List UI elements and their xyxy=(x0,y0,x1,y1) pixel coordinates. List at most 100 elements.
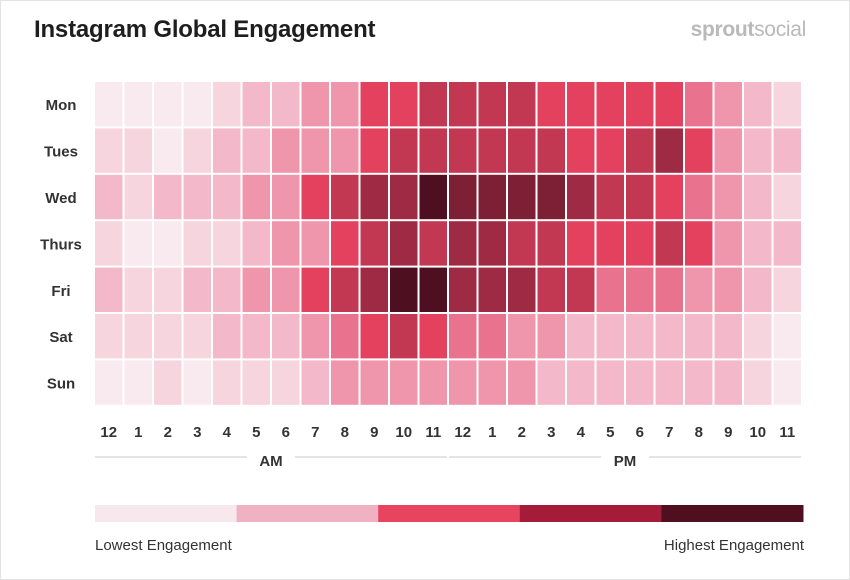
column-label-22: 10 xyxy=(749,424,766,441)
heatmap-cell-thurs-4 xyxy=(213,221,241,266)
heatmap-cell-fri-9 xyxy=(360,267,388,312)
heatmap-cell-mon-17 xyxy=(596,82,624,127)
heatmap-cell-thurs-3 xyxy=(183,221,211,266)
heatmap-cell-fri-6 xyxy=(272,267,300,312)
heatmap-cell-mon-3 xyxy=(183,82,211,127)
heatmap-cell-thurs-8 xyxy=(331,221,359,266)
heatmap-cell-sun-19 xyxy=(655,360,683,405)
heatmap-cell-mon-2 xyxy=(154,82,182,127)
column-label-11: 11 xyxy=(425,424,441,441)
column-label-23: 11 xyxy=(779,424,795,441)
heatmap-cell-sat-0 xyxy=(95,314,123,359)
column-label-2: 2 xyxy=(164,424,172,441)
heatmap-cell-mon-5 xyxy=(242,82,270,127)
heatmap-cell-mon-10 xyxy=(390,82,418,127)
heatmap-cell-thurs-17 xyxy=(596,221,624,266)
heatmap-cell-sat-21 xyxy=(714,314,742,359)
heatmap-cell-tues-23 xyxy=(773,128,801,173)
group-label-pm: PM xyxy=(614,453,637,470)
heatmap-cell-mon-21 xyxy=(714,82,742,127)
heatmap-cell-thurs-22 xyxy=(744,221,772,266)
group-label-am: AM xyxy=(259,453,282,470)
heatmap-cell-thurs-16 xyxy=(567,221,595,266)
column-label-8: 8 xyxy=(341,424,349,441)
heatmap-cell-fri-20 xyxy=(685,267,713,312)
row-label-thurs: Thurs xyxy=(40,236,82,253)
heatmap-cell-sun-5 xyxy=(242,360,270,405)
row-label-sat: Sat xyxy=(49,329,72,346)
legend-max-label: Highest Engagement xyxy=(663,537,804,554)
heatmap-cell-tues-14 xyxy=(508,128,536,173)
column-label-1: 1 xyxy=(134,424,142,441)
heatmap-cell-wed-21 xyxy=(714,174,742,220)
row-label-mon: Mon xyxy=(46,97,77,114)
heatmap-cell-sat-15 xyxy=(537,314,565,359)
column-label-6: 6 xyxy=(282,424,290,441)
column-label-13: 1 xyxy=(488,424,496,441)
heatmap-cell-tues-9 xyxy=(360,128,388,173)
heatmap-cell-fri-8 xyxy=(331,267,359,312)
column-label-15: 3 xyxy=(547,424,555,441)
heatmap-cell-mon-6 xyxy=(272,82,300,127)
heatmap-cell-sun-9 xyxy=(360,360,388,405)
heatmap-cell-sat-5 xyxy=(242,314,270,359)
heatmap-cell-tues-0 xyxy=(95,128,123,173)
heatmap-cell-thurs-10 xyxy=(390,221,418,266)
heatmap-cell-tues-15 xyxy=(537,128,565,173)
chart-title: Instagram Global Engagement xyxy=(34,16,376,43)
heatmap-cell-wed-3 xyxy=(183,174,211,220)
heatmap-cell-mon-11 xyxy=(419,82,447,127)
column-label-17: 5 xyxy=(606,424,614,441)
heatmap-cell-sun-17 xyxy=(596,360,624,405)
legend-swatch-1 xyxy=(95,505,238,522)
heatmap-cell-sat-11 xyxy=(419,314,447,359)
heatmap-cell-sat-22 xyxy=(744,314,772,359)
heatmap-cell-mon-12 xyxy=(449,82,477,127)
heatmap-cell-fri-14 xyxy=(508,267,536,312)
column-label-21: 9 xyxy=(724,424,732,441)
heatmap-cell-tues-16 xyxy=(567,128,595,173)
legend-swatch-5 xyxy=(661,505,804,522)
column-label-20: 8 xyxy=(695,424,703,441)
column-label-19: 7 xyxy=(665,424,673,441)
heatmap-cell-sun-14 xyxy=(508,360,536,405)
heatmap-cell-wed-18 xyxy=(626,174,654,220)
heatmap-cell-wed-10 xyxy=(390,174,418,220)
heatmap-cell-tues-21 xyxy=(714,128,742,173)
heatmap-cell-fri-18 xyxy=(626,267,654,312)
heatmap-cell-sun-2 xyxy=(154,360,182,405)
heatmap-cell-mon-22 xyxy=(744,82,772,127)
heatmap-cell-sat-16 xyxy=(567,314,595,359)
heatmap-cell-mon-8 xyxy=(331,82,359,127)
heatmap-cell-mon-16 xyxy=(567,82,595,127)
heatmap-cell-wed-9 xyxy=(360,174,388,220)
heatmap-cell-sun-20 xyxy=(685,360,713,405)
column-label-18: 6 xyxy=(636,424,644,441)
heatmap-cell-wed-22 xyxy=(744,174,772,220)
heatmap-cell-thurs-11 xyxy=(419,221,447,266)
heatmap-cell-sat-12 xyxy=(449,314,477,359)
heatmap-cell-wed-11 xyxy=(419,174,447,220)
heatmap-cell-thurs-19 xyxy=(655,221,683,266)
heatmap-cell-sat-2 xyxy=(154,314,182,359)
heatmap-cell-tues-18 xyxy=(626,128,654,173)
heatmap-cell-mon-0 xyxy=(95,82,123,127)
heatmap-cell-wed-17 xyxy=(596,174,624,220)
heatmap-cell-sun-3 xyxy=(183,360,211,405)
heatmap-cell-fri-17 xyxy=(596,267,624,312)
heatmap-cell-fri-11 xyxy=(419,267,447,312)
heatmap-cell-fri-3 xyxy=(183,267,211,312)
heatmap-cell-fri-2 xyxy=(154,267,182,312)
heatmap-cell-thurs-5 xyxy=(242,221,270,266)
heatmap-cell-sat-18 xyxy=(626,314,654,359)
heatmap-cell-sat-14 xyxy=(508,314,536,359)
heatmap-cell-sat-23 xyxy=(773,314,801,359)
legend-min-label: Lowest Engagement xyxy=(95,537,232,554)
column-label-9: 9 xyxy=(370,424,378,441)
heatmap-cell-mon-20 xyxy=(685,82,713,127)
heatmap-cell-tues-1 xyxy=(124,128,152,173)
column-label-5: 5 xyxy=(252,424,260,441)
column-label-12: 12 xyxy=(454,424,471,441)
heatmap-cell-thurs-21 xyxy=(714,221,742,266)
heatmap-cell-fri-22 xyxy=(744,267,772,312)
